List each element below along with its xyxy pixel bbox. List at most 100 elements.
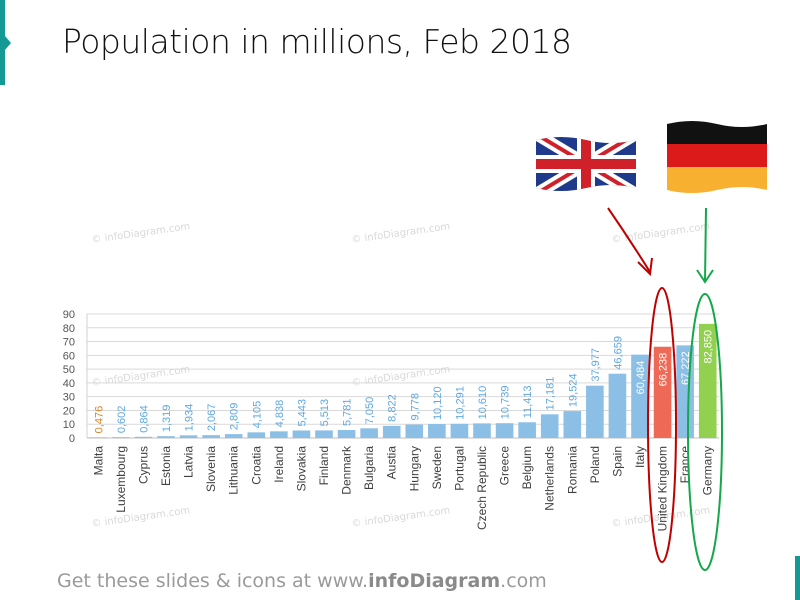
data-label: 5,781	[342, 399, 354, 427]
data-label: 10,739	[500, 386, 512, 420]
y-tick-label: 70	[63, 337, 75, 349]
accent-bar	[0, 0, 5, 85]
bar-austia	[382, 425, 401, 438]
category-label: Ireland	[272, 446, 286, 483]
bar-latvia	[179, 435, 198, 438]
bar-ireland	[270, 431, 288, 438]
data-label: 0,476	[93, 406, 105, 434]
y-tick-label: 90	[63, 309, 75, 321]
accent-bar-bottom	[795, 556, 800, 600]
category-labels: Malta Luxembourg Cyprus Estonia Latvia Sloven…	[91, 445, 714, 531]
y-tick-label: 40	[63, 378, 75, 390]
category-label: Bulgaria	[362, 446, 376, 490]
category-label: Sweden	[430, 446, 444, 489]
de-arrowhead	[696, 269, 714, 284]
y-tick-label: 0	[69, 433, 75, 445]
data-label: 5,513	[319, 399, 331, 427]
data-label: 46,659	[612, 336, 624, 370]
bar-germany	[698, 323, 717, 438]
watermark: © infoDiagram.com	[91, 505, 191, 530]
data-label: 10,610	[477, 386, 489, 420]
data-label: 7,050	[364, 397, 376, 425]
uk-flag-icon	[536, 137, 636, 191]
y-tick-label: 50	[63, 364, 75, 376]
uk-arrow	[607, 207, 651, 273]
bar-netherlands	[540, 414, 559, 438]
bar-portugal	[450, 423, 469, 438]
bar-sweden	[428, 424, 446, 438]
footer-text: Get these slides & icons at www.infoDiag…	[57, 570, 547, 592]
category-label: Romania	[565, 446, 579, 494]
data-label: 8,822	[387, 394, 399, 422]
data-label: 0,864	[138, 405, 150, 433]
data-label: 11,413	[522, 385, 534, 418]
bar-romania	[563, 411, 582, 438]
data-label: 4,105	[251, 401, 263, 429]
watermark: © infoDiagram.com	[351, 505, 451, 530]
category-label: Latvia	[182, 446, 196, 478]
data-label: 0,602	[116, 406, 128, 434]
data-label: 60,484	[635, 361, 647, 395]
bar-lithuania	[224, 434, 243, 438]
data-label: 9,778	[409, 393, 421, 421]
category-label: Slovakia	[294, 446, 308, 492]
category-label: United Kingdom	[656, 446, 670, 531]
y-tick-label: 20	[63, 405, 75, 417]
bar-malta	[89, 437, 108, 438]
y-tick-label: 80	[63, 323, 75, 335]
category-label: Hungary	[407, 446, 421, 491]
data-labels: 0,476 0,602 0,864 1,319 1,934 2,067 2,809 4,105…	[93, 330, 714, 433]
category-label: Czech Republic	[475, 446, 489, 530]
category-label: Austia	[385, 446, 399, 480]
category-label: Poland	[588, 446, 602, 483]
category-label: France	[678, 446, 692, 484]
bar-hungary	[405, 424, 424, 438]
data-label: 19,524	[567, 373, 579, 407]
y-tick-label: 10	[63, 419, 75, 431]
watermark: © infoDiagram.com	[91, 364, 191, 389]
bar-united-kingdom	[653, 346, 672, 438]
category-label: Germany	[701, 446, 715, 495]
data-label: 10,120	[432, 386, 444, 420]
category-label: Portugal	[452, 446, 466, 491]
footer-brand: infoDiagram	[368, 570, 501, 592]
category-label: Italy	[633, 446, 647, 468]
bar-belgium	[518, 422, 536, 438]
data-label: 5,443	[296, 399, 308, 427]
category-label: Luxembourg	[114, 446, 128, 513]
data-label: 1,319	[161, 405, 173, 433]
bars	[89, 323, 717, 438]
bar-estonia	[157, 436, 175, 438]
category-label: Greece	[498, 446, 512, 486]
y-tick-label: 60	[63, 350, 75, 362]
uk-arrowhead	[637, 257, 653, 277]
bar-slovenia	[202, 435, 220, 438]
category-label: Finland	[317, 446, 331, 485]
category-label: Slovenia	[204, 446, 218, 492]
germany-highlight-ellipse	[687, 293, 723, 571]
bar-czech-republic	[473, 423, 491, 438]
footer-prefix: Get these slides & icons at www.	[57, 570, 369, 592]
watermark: © infoDiagram.com	[351, 221, 451, 246]
bar-greece	[495, 423, 514, 438]
bar-cyprus	[134, 436, 153, 438]
page-title: Population in millions, Feb 2018	[62, 22, 572, 61]
category-label: Estonia	[159, 446, 173, 486]
accent-arrow	[5, 36, 11, 50]
data-label: 82,850	[703, 330, 715, 364]
data-label: 1,934	[184, 404, 196, 432]
category-label: Malta	[91, 446, 105, 476]
watermark: © infoDiagram.com	[91, 221, 191, 246]
footer-suffix: .com	[500, 570, 547, 592]
germany-flag-icon	[667, 121, 767, 193]
data-label: 66,238	[658, 353, 670, 387]
data-label: 17,181	[545, 377, 557, 411]
bar-italy	[631, 354, 649, 438]
bar-denmark	[337, 430, 356, 438]
category-label: Netherlands	[543, 446, 557, 511]
data-label: 4,838	[274, 400, 286, 428]
uk-highlight-ellipse	[647, 287, 677, 563]
bar-croatia	[247, 432, 266, 438]
